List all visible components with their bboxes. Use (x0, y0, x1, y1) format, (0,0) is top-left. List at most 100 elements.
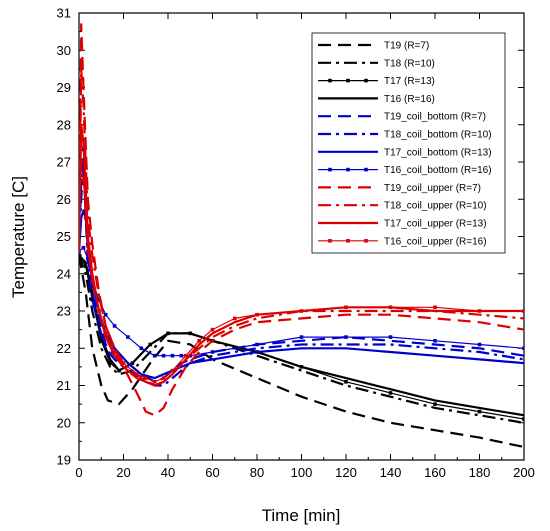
series-marker (433, 339, 437, 343)
series-marker (103, 312, 108, 317)
series-marker (161, 376, 166, 380)
series-marker (161, 353, 166, 358)
x-tick-label: 160 (424, 465, 446, 480)
y-tick-label: 29 (57, 80, 71, 95)
y-tick-label: 20 (57, 415, 71, 430)
series-marker (197, 339, 201, 343)
series-line (79, 160, 524, 387)
x-tick-label: 100 (291, 465, 313, 480)
legend-entry: T19_coil_upper (R=7) (384, 183, 481, 194)
series-marker (210, 327, 215, 332)
legend-box (311, 32, 506, 254)
x-tick-label: 140 (380, 465, 402, 480)
x-tick-label: 20 (116, 465, 130, 480)
series-marker (121, 361, 126, 365)
legend-entry: T17_coil_upper (R=13) (384, 219, 487, 230)
series-marker (299, 335, 304, 339)
y-tick-label: 27 (57, 155, 71, 170)
y-tick-label: 26 (57, 192, 71, 207)
legend-entry: T16 (R=16) (384, 94, 435, 105)
y-tick-label: 22 (57, 341, 71, 356)
series-marker (184, 353, 188, 358)
legend-marker (346, 239, 350, 243)
series-marker (86, 257, 90, 261)
series-marker (477, 309, 482, 313)
legend-marker (346, 167, 350, 172)
legend-entry: T18_coil_bottom (R=10) (384, 130, 492, 141)
legend: T19 (R=7) T18 (R=10) T17 (R=13) T16 (R=16) T… (311, 32, 506, 254)
series-marker (108, 361, 112, 365)
series-marker (232, 316, 237, 321)
y-tick-label: 19 (57, 453, 71, 468)
legend-entry: T19_coil_bottom (R=7) (384, 112, 486, 123)
legend-marker (328, 167, 332, 172)
legend-entry: T18_coil_upper (R=10) (384, 201, 487, 212)
series-marker (170, 353, 175, 358)
y-tick-label: 30 (57, 43, 71, 58)
series-marker (522, 417, 524, 421)
legend-entry: T17 (R=13) (384, 76, 435, 87)
series-marker (103, 331, 108, 336)
series-marker (152, 353, 157, 358)
series-marker (255, 342, 259, 347)
legend-marker (364, 167, 368, 172)
x-tick-label: 80 (250, 465, 264, 480)
series-marker (79, 160, 84, 164)
legend-entry: T16_coil_upper (R=16) (384, 236, 487, 247)
legend-entry: T17_coil_bottom (R=13) (384, 147, 492, 158)
legend-marker (364, 239, 368, 243)
series-group (79, 23, 524, 449)
series-marker (344, 305, 348, 310)
series-marker (79, 249, 81, 254)
x-tick-label: 200 (513, 465, 535, 480)
y-tick-label: 21 (57, 378, 71, 393)
series-marker (112, 324, 117, 328)
series-line (79, 23, 524, 417)
series-marker (97, 298, 101, 302)
series-marker (170, 368, 175, 373)
y-tick-label: 28 (57, 117, 71, 132)
legend-marker (346, 78, 350, 83)
series-marker (344, 335, 348, 339)
legend-marker (328, 239, 332, 243)
series-marker (99, 339, 104, 343)
series-marker (433, 305, 437, 310)
y-tick-label: 25 (57, 229, 71, 244)
series-marker (97, 309, 101, 313)
legend-marker (328, 78, 332, 83)
x-axis-label: Time [min] (262, 506, 341, 525)
series-marker (522, 309, 524, 313)
series-marker (139, 346, 144, 351)
x-tick-label: 120 (335, 465, 357, 480)
series-marker (388, 335, 393, 339)
series-marker (388, 391, 393, 395)
series-marker (86, 249, 90, 254)
series-marker (477, 342, 482, 347)
series-line (79, 254, 524, 449)
y-tick-label: 31 (57, 6, 71, 21)
series-marker (143, 376, 148, 380)
x-tick-label: 40 (161, 465, 175, 480)
y-tick-label: 23 (57, 304, 71, 319)
series-marker (112, 350, 117, 354)
axis-ticks: 0 20 40 60 80 100 120 140 160 180 200 19 20 21 22 23 24 2… (57, 6, 535, 481)
legend-entry: T18 (R=10) (384, 58, 435, 69)
legend-entry: T16_coil_bottom (R=16) (384, 165, 492, 176)
series-marker (388, 305, 393, 310)
x-tick-label: 0 (75, 465, 82, 480)
series-marker (179, 353, 184, 358)
series-marker (433, 402, 437, 406)
series-marker (90, 279, 95, 283)
x-tick-label: 180 (469, 465, 491, 480)
series-marker (126, 335, 130, 339)
series-marker (477, 409, 482, 414)
x-tick-label: 60 (205, 465, 219, 480)
series-marker (299, 309, 304, 313)
series-marker (255, 312, 259, 317)
series-marker (344, 379, 348, 384)
y-tick-label: 24 (57, 266, 71, 281)
series-marker (81, 178, 86, 183)
series-marker (135, 372, 139, 377)
series-marker (81, 245, 86, 250)
series-marker (83, 216, 88, 220)
